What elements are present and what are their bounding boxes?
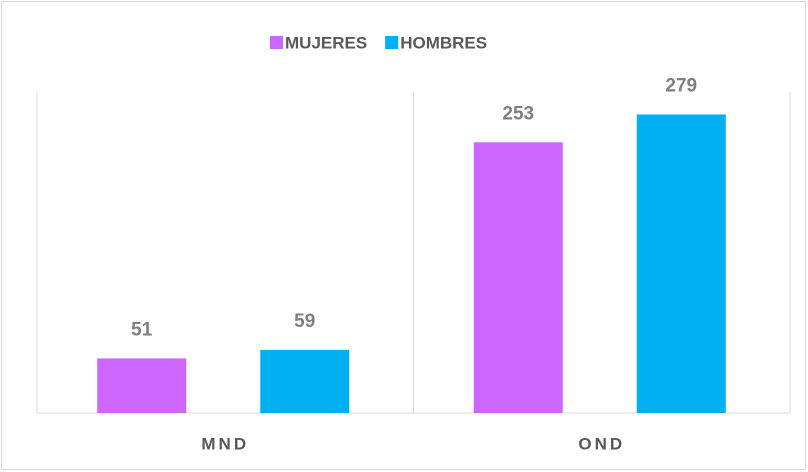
data-label: 279 (665, 75, 697, 96)
bar (473, 142, 563, 414)
data-label: 253 (502, 103, 534, 124)
legend-label: HOMBRES (400, 33, 487, 52)
legend-swatch (270, 36, 283, 49)
bar (636, 114, 726, 413)
x-tick-label: OND (578, 434, 625, 453)
bar (97, 358, 187, 413)
legend-label: MUJERES (285, 33, 367, 52)
bar (260, 349, 350, 413)
legend-swatch (385, 36, 399, 49)
data-label: 51 (131, 319, 153, 340)
data-label: 59 (294, 311, 315, 332)
x-tick-label: MND (201, 434, 249, 453)
